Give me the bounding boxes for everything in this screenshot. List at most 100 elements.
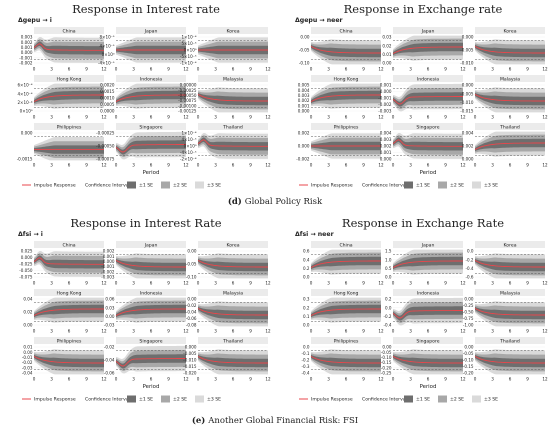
y-tick-label: 0.001 xyxy=(103,254,115,259)
x-tick-label: 9 xyxy=(526,376,529,381)
y-tick-label: 0.0005 xyxy=(100,102,115,107)
facet-label-hong-kong: Hong Kong xyxy=(57,77,82,83)
legend: Impulse Response Confidence Interval ±1 SE… xyxy=(22,181,221,189)
band-1se xyxy=(198,258,268,272)
y-tick-label: 0.000 xyxy=(103,259,115,264)
y-tick-label: -0.00100 xyxy=(178,103,197,108)
x-tick-label: 0 xyxy=(474,328,477,333)
s0p0k1-panel: Japan 8×10⁻⁵ 4×10⁻⁵ 0×10⁰ -4×10⁻⁵0 3 6 9 12 xyxy=(98,27,189,71)
band-1se xyxy=(34,255,104,269)
facet-strip xyxy=(393,241,463,248)
x-tick-label: 0 xyxy=(33,328,36,333)
y-tick-label: 1×10⁻⁴ xyxy=(181,131,196,136)
x-tick-label: 12 xyxy=(101,280,107,285)
y-tick-label: 0.000 xyxy=(21,131,33,136)
y-tick-label: -0.020 xyxy=(183,371,197,376)
x-tick-label: 9 xyxy=(249,66,252,71)
x-tick-label: 3 xyxy=(132,162,135,167)
facet-label-malaysia: Malaysia xyxy=(223,291,243,297)
band-1se xyxy=(393,92,463,107)
x-tick-label: 12 xyxy=(101,376,107,381)
facet-label-singapore: Singapore xyxy=(416,339,439,345)
x-tick-label: 12 xyxy=(378,328,384,333)
band-1se xyxy=(34,304,104,318)
y-tick-label: -0.05 xyxy=(381,350,392,355)
x-tick-label: 12 xyxy=(265,66,271,71)
x-tick-label: 3 xyxy=(409,66,412,71)
s1p0k3-panel: Hong Kong 0.04 0.02 0.000 3 6 9 12 xyxy=(23,289,107,333)
impulse-response-line xyxy=(474,259,545,268)
y-tick-label: -0.015 xyxy=(460,109,474,114)
y-tick-label: -0.075 xyxy=(19,275,33,280)
x-tick-label: 6 xyxy=(509,114,512,119)
y-tick-label: 0.0 xyxy=(467,249,474,254)
x-tick-label: 0 xyxy=(310,328,313,333)
y-tick-label: 0.3 xyxy=(303,297,310,302)
facet-label-hong-kong: Hong Kong xyxy=(334,291,359,297)
y-tick-label: 4×10⁻⁵ xyxy=(99,43,114,48)
y-tick-label: -0.15 xyxy=(381,360,392,365)
y-tick-label: 0.000 xyxy=(462,83,474,88)
facet-label-malaysia: Malaysia xyxy=(500,77,520,83)
impulse-response-line xyxy=(115,358,186,367)
x-tick-label: 12 xyxy=(101,114,107,119)
x-tick-label: 12 xyxy=(265,162,271,167)
x-tick-label: 9 xyxy=(85,328,88,333)
y-tick-label: 0.00 xyxy=(300,35,310,40)
y-tick-label: 0.01 xyxy=(23,345,33,350)
band-1se xyxy=(198,354,268,368)
y-tick-label: 0.00 xyxy=(464,345,474,350)
y-tick-label: 0×10⁰ xyxy=(184,48,197,53)
x-tick-label: 0 xyxy=(392,328,395,333)
y-tick-label: 0.003 xyxy=(21,35,33,40)
y-tick-label: 0.000 xyxy=(21,50,33,55)
facet-label-singapore: Singapore xyxy=(139,125,162,131)
x-tick-label: 9 xyxy=(444,66,447,71)
y-tick-label: -4×10⁻⁵ xyxy=(180,150,197,155)
legend-ci-title: Confidence Interval xyxy=(85,397,130,403)
y-tick-label: -0.20 xyxy=(463,371,474,376)
facet-strip xyxy=(475,123,545,130)
impulse-response-line xyxy=(115,308,186,317)
legend: Impulse Response Confidence Interval ±1 SE… xyxy=(22,395,221,403)
facet-label-indonesia: Indonesia xyxy=(417,77,439,83)
y-tick-label: 0.0015 xyxy=(100,89,115,94)
band-1se xyxy=(311,256,381,270)
y-tick-label: -0.05 xyxy=(299,48,310,53)
impulse-response-line xyxy=(197,355,268,364)
x-tick-label: 12 xyxy=(542,114,548,119)
figure-caption: (e) Another Global Financial Risk: FSI xyxy=(192,415,358,426)
x-tick-label: 12 xyxy=(460,376,466,381)
s1p0k4-panel: Indonesia 0.06 0.03 0.00 -0.030 3 6 9 12 xyxy=(104,289,189,333)
facet-strip xyxy=(393,337,463,344)
x-tick-label: 0 xyxy=(474,162,477,167)
y-tick-label: 0.000 xyxy=(298,109,310,114)
y-tick-label: -0.4 xyxy=(302,371,310,376)
x-tick-label: 3 xyxy=(50,66,53,71)
x-tick-label: 3 xyxy=(327,114,330,119)
x-tick-label: 0 xyxy=(474,376,477,381)
x-tick-label: 9 xyxy=(167,376,170,381)
facet-label-indonesia: Indonesia xyxy=(417,291,439,297)
y-tick-label: 0×10⁰ xyxy=(20,109,33,114)
band-1se xyxy=(475,44,545,58)
x-tick-label: 0 xyxy=(115,162,118,167)
y-tick-label: -0.75 xyxy=(463,316,474,321)
x-tick-label: 3 xyxy=(491,376,494,381)
x-tick-label: 0 xyxy=(392,66,395,71)
x-tick-label: 12 xyxy=(265,280,271,285)
x-tick-label: 9 xyxy=(85,280,88,285)
impulse-response-line xyxy=(392,355,463,364)
x-tick-label: 3 xyxy=(214,280,217,285)
s0p1k1-panel: Japan 0.03 0.02 0.01 0.000 3 6 9 12 xyxy=(382,27,466,71)
band-1se xyxy=(116,304,186,318)
x-tick-label: 9 xyxy=(167,328,170,333)
y-tick-label: -0.2 xyxy=(302,358,310,363)
x-tick-label: 0 xyxy=(197,162,200,167)
impulse-response-line xyxy=(115,144,186,153)
